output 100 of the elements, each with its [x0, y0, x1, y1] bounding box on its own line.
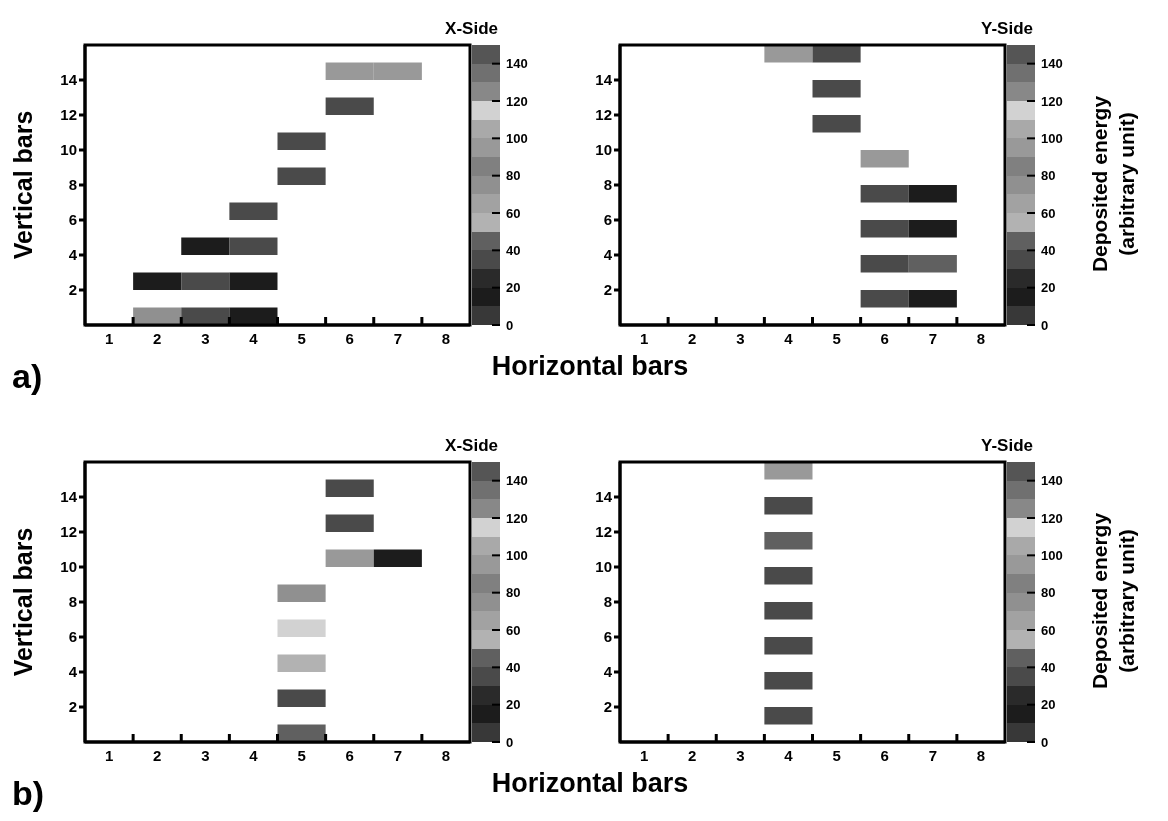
y-tick-label: 4 — [68, 246, 78, 264]
color-bar-label: 120 — [1041, 93, 1063, 109]
y-tick-label: 8 — [603, 176, 612, 194]
x-tick-label: 2 — [688, 329, 697, 347]
y-tick-label: 10 — [60, 558, 77, 576]
y-tick-label: 6 — [603, 628, 612, 646]
text: a) — [12, 357, 43, 396]
y-tick-label: 14 — [595, 71, 613, 89]
y-tick-label: 4 — [68, 663, 78, 681]
x-tick-label: 3 — [201, 329, 210, 347]
y-tick-label: 10 — [60, 141, 77, 159]
x-tick-label: 1 — [639, 746, 649, 764]
color-bar-label: 40 — [1041, 659, 1056, 675]
color-bar-label: 80 — [1041, 585, 1056, 601]
chart-title: Y-Side — [980, 436, 1033, 456]
x-tick-label: 5 — [297, 746, 306, 764]
x-tick-label: 6 — [880, 329, 889, 347]
color-bar-label: 40 — [506, 242, 521, 258]
y-tick-label: 8 — [68, 176, 77, 194]
x-tick-label: 6 — [345, 329, 354, 347]
color-bar-label: 60 — [1041, 205, 1056, 221]
x-tick-label: 2 — [153, 746, 162, 764]
x-tick-label: 3 — [736, 329, 745, 347]
x-tick-label: 2 — [688, 746, 697, 764]
chart-title: Y-Side — [980, 19, 1033, 39]
y-tick-label: 6 — [68, 211, 77, 229]
color-bar-label: 60 — [506, 205, 521, 221]
color-bar-label: 100 — [1041, 130, 1063, 146]
y-tick-label: 14 — [60, 488, 78, 506]
x-tick-label: 6 — [880, 746, 889, 764]
y-tick-label: 12 — [60, 523, 77, 541]
color-bar-label: 80 — [506, 585, 521, 601]
x-tick-label: 5 — [832, 329, 841, 347]
y-tick-label: 8 — [603, 593, 612, 611]
color-bar-label: 140 — [506, 56, 528, 72]
color-bar-label: 0 — [1041, 734, 1049, 750]
x-tick-label: 2 — [153, 329, 162, 347]
y-tick-label: 6 — [603, 211, 612, 229]
y-tick-label: 2 — [603, 698, 612, 716]
color-bar-label: 100 — [506, 547, 528, 563]
color-bar-title: Deposited energy (arbitrary unit) — [1087, 94, 1139, 275]
x-tick-label: 4 — [249, 329, 259, 347]
color-bar-label: 0 — [1041, 317, 1049, 333]
color-bar-label: 20 — [1041, 697, 1056, 713]
y-tick-label: 6 — [68, 628, 77, 646]
x-tick-label: 4 — [784, 329, 794, 347]
x-axis-title: Horizontal bars — [490, 351, 690, 382]
y-tick-label: 14 — [595, 488, 613, 506]
x-tick-label: 8 — [976, 746, 986, 764]
color-bar-label: 20 — [1041, 280, 1056, 296]
x-tick-label: 8 — [441, 746, 451, 764]
x-tick-label: 8 — [441, 329, 451, 347]
x-tick-label: 3 — [736, 746, 745, 764]
text: b) — [12, 774, 45, 813]
y-axis-title: Vertical bars — [8, 526, 38, 679]
y-axis-title: Vertical bars — [8, 109, 38, 262]
chart-title: X-Side — [444, 19, 498, 39]
y-tick-label: 4 — [603, 246, 613, 264]
color-bar-label: 140 — [1041, 56, 1063, 72]
x-tick-label: 4 — [784, 746, 794, 764]
y-tick-label: 10 — [595, 558, 612, 576]
color-bar-label: 40 — [1041, 242, 1056, 258]
y-tick-label: 2 — [603, 281, 612, 299]
y-tick-label: 12 — [595, 106, 612, 124]
color-bar-label: 20 — [506, 280, 521, 296]
color-bar-label: 60 — [506, 622, 521, 638]
x-tick-label: 7 — [393, 746, 402, 764]
y-tick-label: 2 — [68, 698, 77, 716]
x-tick-label: 4 — [249, 746, 259, 764]
color-bar-label: 0 — [506, 317, 514, 333]
color-bar-label: 120 — [506, 93, 528, 109]
x-tick-label: 7 — [928, 746, 937, 764]
color-bar-label: 100 — [1041, 547, 1063, 563]
x-tick-label: 5 — [832, 746, 841, 764]
y-tick-label: 8 — [68, 593, 77, 611]
color-bar-label: 140 — [1041, 473, 1063, 489]
color-bar-label: 60 — [1041, 622, 1056, 638]
color-bar-label: 100 — [506, 130, 528, 146]
color-bar-label: 40 — [506, 659, 521, 675]
x-tick-label: 1 — [104, 329, 114, 347]
color-bar-label: 120 — [1041, 510, 1063, 526]
y-tick-label: 14 — [60, 71, 78, 89]
color-bar-label: 120 — [506, 510, 528, 526]
color-bar-title: Deposited energy (arbitrary unit) — [1087, 511, 1139, 692]
chart-title: X-Side — [444, 436, 498, 456]
y-tick-label: 4 — [603, 663, 613, 681]
x-tick-label: 7 — [928, 329, 937, 347]
x-axis-title: Horizontal bars — [490, 768, 690, 799]
y-tick-label: 12 — [60, 106, 77, 124]
x-tick-label: 5 — [297, 329, 306, 347]
color-bar-label: 140 — [506, 473, 528, 489]
y-tick-label: 12 — [595, 523, 612, 541]
x-tick-label: 8 — [976, 329, 986, 347]
y-tick-label: 2 — [68, 281, 77, 299]
x-tick-label: 1 — [104, 746, 114, 764]
x-tick-label: 3 — [201, 746, 210, 764]
x-tick-label: 7 — [393, 329, 402, 347]
x-tick-label: 1 — [639, 329, 649, 347]
x-tick-label: 6 — [345, 746, 354, 764]
color-bar-label: 80 — [1041, 168, 1056, 184]
